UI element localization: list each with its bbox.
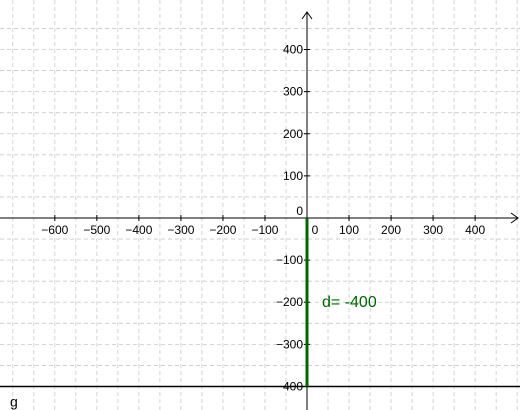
y-tick-label: −400	[276, 379, 303, 393]
y-tick-label: 200	[283, 127, 303, 141]
x-tick-label: −400	[125, 223, 152, 237]
y-tick-label: 400	[283, 43, 303, 57]
x-tick-label: 200	[381, 223, 401, 237]
y-tick-label: 0	[296, 204, 303, 218]
x-axis-arrow	[510, 212, 519, 224]
y-tick-label: −200	[276, 295, 303, 309]
axes	[0, 11, 519, 410]
tick-labels: −600 −500 −400 −300 −200 −100 0 100 200 300 400 400…	[10, 43, 485, 410]
x-tick-label: 100	[339, 223, 359, 237]
x-tick-label: 0	[312, 223, 319, 237]
x-tick-label: 400	[465, 223, 485, 237]
y-tick-label: 100	[283, 169, 303, 183]
x-tick-label: 300	[423, 223, 443, 237]
y-axis-arrow	[301, 11, 313, 20]
chart-marks	[0, 218, 520, 388]
segment-d-label: d= -400	[322, 294, 377, 311]
y-tick-label: −300	[276, 337, 303, 351]
x-tick-label: −600	[41, 223, 68, 237]
x-tick-label: −200	[209, 223, 236, 237]
y-tick-label: 300	[283, 85, 303, 99]
y-tick-label: −100	[276, 253, 303, 267]
x-tick-label: −500	[83, 223, 110, 237]
line-g-label: g	[10, 393, 18, 409]
x-tick-label: −100	[251, 223, 278, 237]
x-tick-label: −300	[167, 223, 194, 237]
